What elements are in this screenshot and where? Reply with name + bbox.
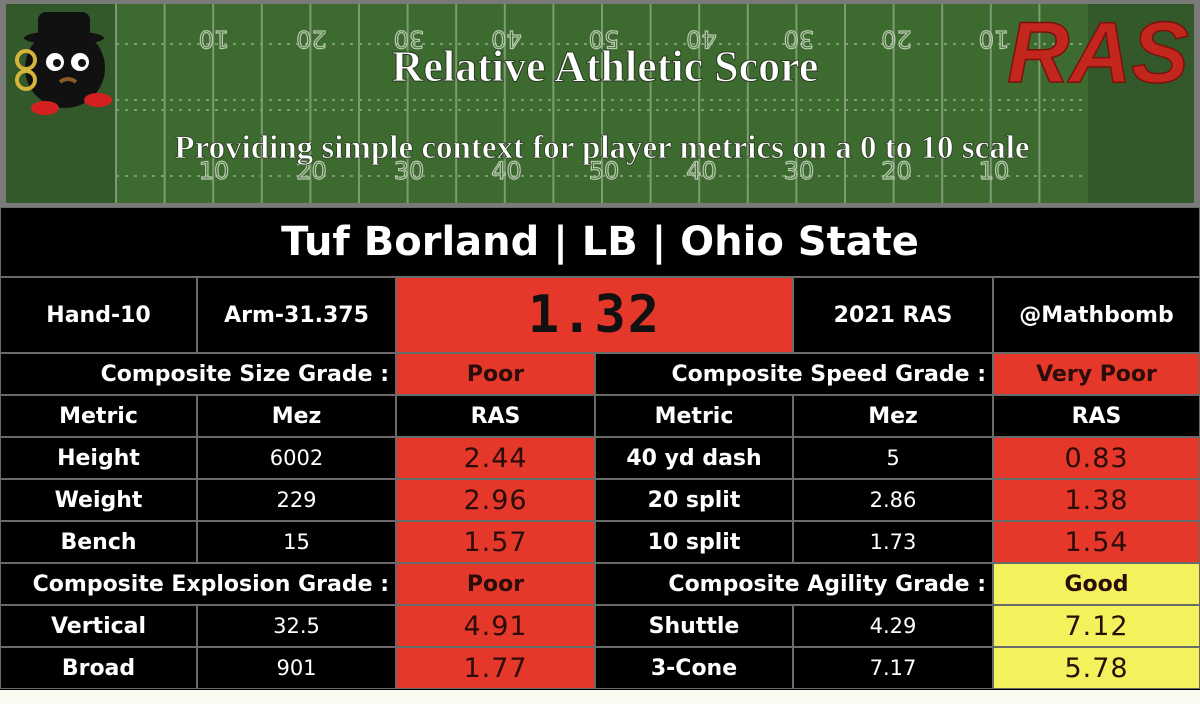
yard-number: 20 <box>296 157 327 185</box>
ras-value: 2.44 <box>396 437 595 479</box>
yard-number: 30 <box>394 157 425 185</box>
grade-label: Composite Speed Grade : <box>595 353 993 395</box>
grade: Poor <box>396 563 595 605</box>
column-header: RAS <box>993 395 1200 437</box>
arm-length: Arm-31.375 <box>197 277 396 353</box>
yard-number: 20 <box>296 25 327 53</box>
mascot-mustache <box>58 77 78 84</box>
metric-name: Vertical <box>0 605 197 647</box>
mascot-eye <box>78 59 86 67</box>
yard-number: 20 <box>881 157 912 185</box>
column-header: Mez <box>793 395 993 437</box>
column-header: Metric <box>0 395 197 437</box>
ras-value: 1.54 <box>993 521 1200 563</box>
mascot-eye <box>53 59 61 67</box>
column-header: Mez <box>197 395 396 437</box>
metric-name: Broad <box>0 647 197 689</box>
grade-label: Composite Agility Grade : <box>595 563 993 605</box>
yard-number: 30 <box>784 157 815 185</box>
metric-name: Bench <box>0 521 197 563</box>
mez-value: 2.86 <box>793 479 993 521</box>
metric-name: 3-Cone <box>595 647 793 689</box>
yard-number: 40 <box>686 157 717 185</box>
field <box>6 4 1194 203</box>
mascot-foot <box>31 101 59 115</box>
ras-value: 7.12 <box>993 605 1200 647</box>
grade: Very Poor <box>993 353 1200 395</box>
ras-value: 1.57 <box>396 521 595 563</box>
ras-year: 2021 RAS <box>793 277 993 353</box>
yard-number: 10 <box>199 25 230 53</box>
yard-number: 40 <box>686 25 717 53</box>
mez-value: 229 <box>197 479 396 521</box>
metric-name: Height <box>0 437 197 479</box>
mascot-hat <box>24 31 104 45</box>
mascot-foot <box>84 93 112 107</box>
grade: Poor <box>396 353 595 395</box>
mez-value: 5 <box>793 437 993 479</box>
yard-number: 40 <box>491 157 522 185</box>
mez-value: 901 <box>197 647 396 689</box>
ras-value: 5.78 <box>993 647 1200 689</box>
grade-label: Composite Size Grade : <box>0 353 396 395</box>
ras-value: 1.77 <box>396 647 595 689</box>
logo: RAS <box>1007 5 1189 101</box>
mascot <box>25 28 105 108</box>
ras-value: 2.96 <box>396 479 595 521</box>
ras-value: 4.91 <box>396 605 595 647</box>
mascot-key <box>15 69 37 91</box>
yard-number: 50 <box>589 157 620 185</box>
banner: 10 10 20 20 30 30 40 40 50 50 40 40 30 30 20 20 10 10 RAS… <box>0 0 1200 207</box>
yard-number: 30 <box>784 25 815 53</box>
hand-size: Hand-10 <box>0 277 197 353</box>
grade-label: Composite Explosion Grade : <box>0 563 396 605</box>
banner-subtitle: Providing simple context for player metr… <box>174 130 1029 166</box>
metric-name: Weight <box>0 479 197 521</box>
metric-name: 20 split <box>595 479 793 521</box>
mez-value: 7.17 <box>793 647 993 689</box>
yard-number: 10 <box>979 25 1010 53</box>
yard-number: 40 <box>491 25 522 53</box>
player-name: Tuf Borland | LB | Ohio State <box>0 207 1200 277</box>
mez-value: 32.5 <box>197 605 396 647</box>
end-zone <box>1088 4 1194 203</box>
score-card: Tuf Borland | LB | Ohio State Hand-10 Arm-… <box>0 207 1200 690</box>
author-handle: @Mathbomb <box>993 277 1200 353</box>
mez-value: 6002 <box>197 437 396 479</box>
banner-title: Relative Athletic Score <box>392 42 819 91</box>
mez-value: 15 <box>197 521 396 563</box>
yard-number: 50 <box>589 25 620 53</box>
column-header: RAS <box>396 395 595 437</box>
column-header: Metric <box>595 395 793 437</box>
grade: Good <box>993 563 1200 605</box>
yard-number: 30 <box>394 25 425 53</box>
ras-value: 0.83 <box>993 437 1200 479</box>
metric-name: Shuttle <box>595 605 793 647</box>
ras-score: 1.32 <box>396 277 793 353</box>
metric-name: 40 yd dash <box>595 437 793 479</box>
ras-value: 1.38 <box>993 479 1200 521</box>
yard-number: 10 <box>979 157 1010 185</box>
mez-value: 4.29 <box>793 605 993 647</box>
yard-number: 20 <box>881 25 912 53</box>
metric-name: 10 split <box>595 521 793 563</box>
mez-value: 1.73 <box>793 521 993 563</box>
yard-number: 10 <box>199 157 230 185</box>
